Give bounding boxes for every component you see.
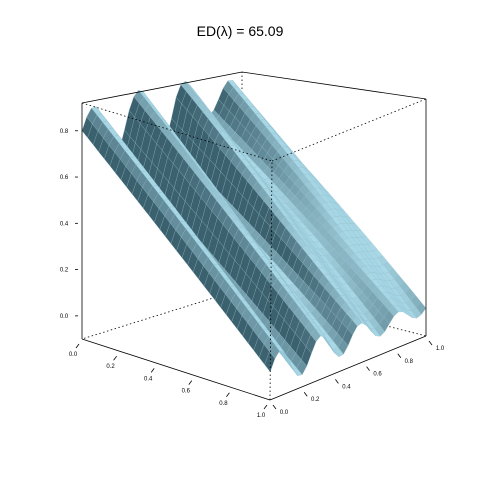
front-box — [81, 71, 427, 401]
y-tick-label: 1.0 — [436, 346, 445, 352]
box-edge-top-front-right — [271, 98, 427, 162]
x-tick-label: 0.4 — [144, 376, 153, 382]
x-tick-label: 0.0 — [69, 352, 78, 358]
x-tick-mark — [75, 343, 80, 349]
box-edge-front-left — [81, 338, 271, 401]
y-tick-label: 0.4 — [342, 384, 351, 390]
y-tick-mark — [366, 366, 370, 371]
z-tick-label: 0.2 — [60, 268, 69, 274]
chart-title: ED(λ) = 65.09 — [197, 23, 284, 39]
y-tick-mark — [428, 340, 433, 346]
x-tick-mark — [150, 368, 155, 373]
box-edge-top-back-left — [81, 71, 243, 104]
x-tick-mark — [263, 404, 268, 410]
z-tick-label: 0.6 — [60, 175, 69, 181]
x-tick-label: 0.6 — [182, 389, 191, 395]
x-tick-label: 0.8 — [219, 401, 228, 407]
axes: 0.0 0.2 0.4 0.6 0.8 1.0 0.0 0.2 0.4 0.6 0.8 1.0 0.0 0… — [60, 129, 445, 419]
z-tick-label: 0.8 — [60, 129, 69, 135]
y-tick-mark — [397, 353, 402, 359]
box-edge-top-back-right — [241, 71, 427, 100]
y-tick-label: 0.2 — [311, 397, 320, 403]
z-tick-label: 0.0 — [60, 314, 69, 320]
x-tick-label: 0.2 — [106, 364, 115, 370]
surface-mesh — [81, 80, 427, 376]
y-tick-label: 0.6 — [373, 372, 382, 378]
x-tick-mark — [188, 380, 193, 385]
x-tick-mark — [113, 355, 117, 361]
box-edge-top-front-left — [81, 102, 273, 162]
y-tick-mark — [303, 391, 308, 397]
x-tick-label: 1.0 — [257, 413, 266, 419]
y-tick-mark — [335, 379, 339, 384]
y-tick-mark — [272, 404, 277, 410]
surface-facet — [264, 351, 276, 373]
x-tick-mark — [226, 392, 230, 398]
y-tick-label: 0.0 — [280, 410, 289, 416]
z-tick-label: 0.4 — [60, 221, 69, 227]
box-edge-front-right — [269, 335, 427, 401]
y-tick-label: 0.8 — [405, 359, 414, 365]
